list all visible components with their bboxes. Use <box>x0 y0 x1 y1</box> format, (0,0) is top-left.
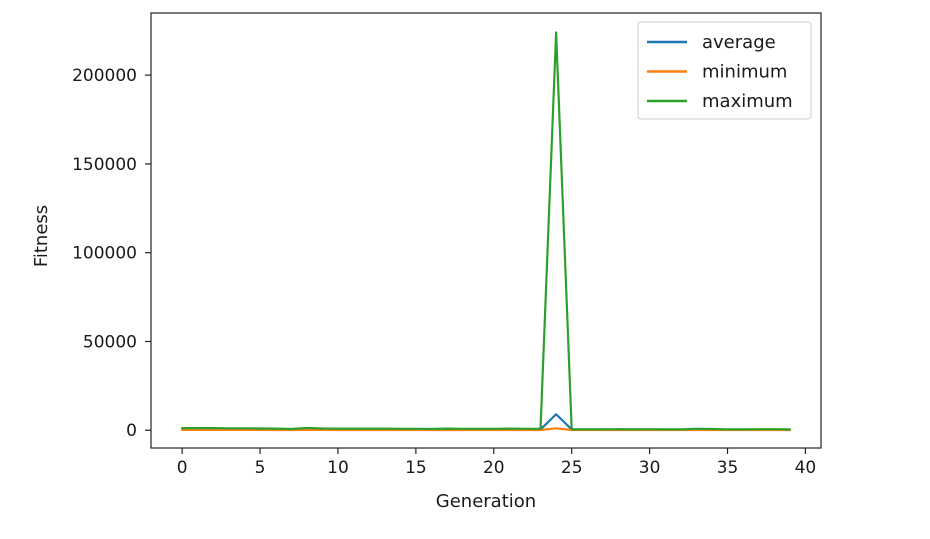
x-tick-label: 35 <box>717 458 739 478</box>
x-tick-label: 30 <box>639 458 661 478</box>
plot-frame <box>150 12 822 449</box>
legend: average minimum maximum <box>637 21 812 120</box>
legend-label-maximum: maximum <box>702 91 793 112</box>
y-tick-label: 0 <box>126 421 137 441</box>
legend-box <box>637 21 812 120</box>
y-tick-label: 200000 <box>72 66 137 86</box>
x-tick-label: 10 <box>327 458 349 478</box>
x-axis-label: Generation <box>436 491 536 512</box>
legend-label-average: average <box>702 32 776 53</box>
y-axis-label: Fitness <box>31 205 52 267</box>
x-tick-label: 25 <box>561 458 583 478</box>
series-lines <box>181 31 791 432</box>
legend-label-minimum: minimum <box>702 62 787 83</box>
x-axis-ticks: 0 5 10 15 20 25 30 35 40 <box>177 448 816 478</box>
x-tick-label: 40 <box>795 458 817 478</box>
y-tick-label: 150000 <box>72 155 137 175</box>
x-tick-label: 0 <box>177 458 188 478</box>
x-tick-label: 15 <box>405 458 427 478</box>
series-line-maximum <box>181 31 791 431</box>
y-tick-label: 50000 <box>83 332 137 352</box>
y-axis-ticks: 0 50000 100000 150000 200000 <box>72 66 151 441</box>
y-tick-label: 100000 <box>72 244 137 264</box>
x-tick-label: 5 <box>255 458 266 478</box>
x-tick-label: 20 <box>483 458 505 478</box>
